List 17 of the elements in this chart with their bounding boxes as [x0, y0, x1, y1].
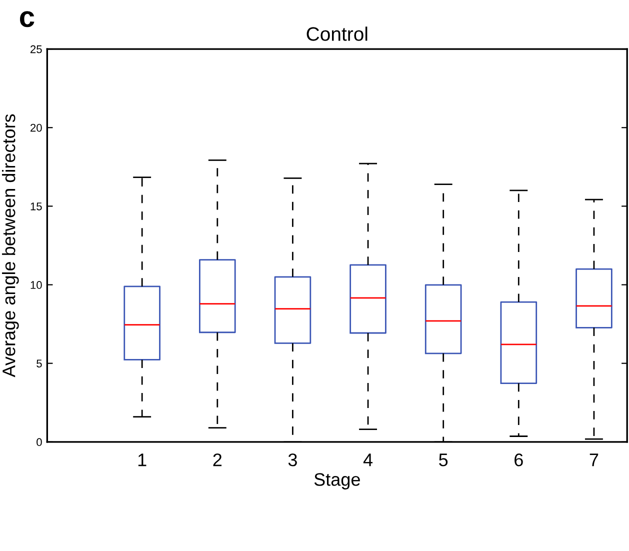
x-tick-label: 1: [138, 454, 146, 466]
x-tick-label: 5: [439, 454, 448, 466]
chart-title: Control: [306, 26, 368, 41]
y-tick-label: 15: [30, 202, 42, 210]
x-tick-label: 3: [288, 453, 297, 466]
y-tick-label: 20: [30, 124, 42, 132]
x-tick-label: 7: [590, 454, 598, 466]
y-axis-title: Average angle between directors: [2, 114, 19, 378]
x-axis-title: Stage: [314, 473, 360, 490]
y-tick-label: 25: [30, 45, 42, 54]
y-tick-label: 10: [30, 281, 42, 289]
y-tick-label: 0: [36, 438, 42, 446]
x-tick-label: 6: [514, 453, 523, 466]
y-tick-label: 5: [36, 360, 42, 368]
x-tick-label: 4: [363, 454, 373, 466]
text: c: [20, 11, 34, 28]
x-tick-label: 2: [213, 453, 222, 466]
